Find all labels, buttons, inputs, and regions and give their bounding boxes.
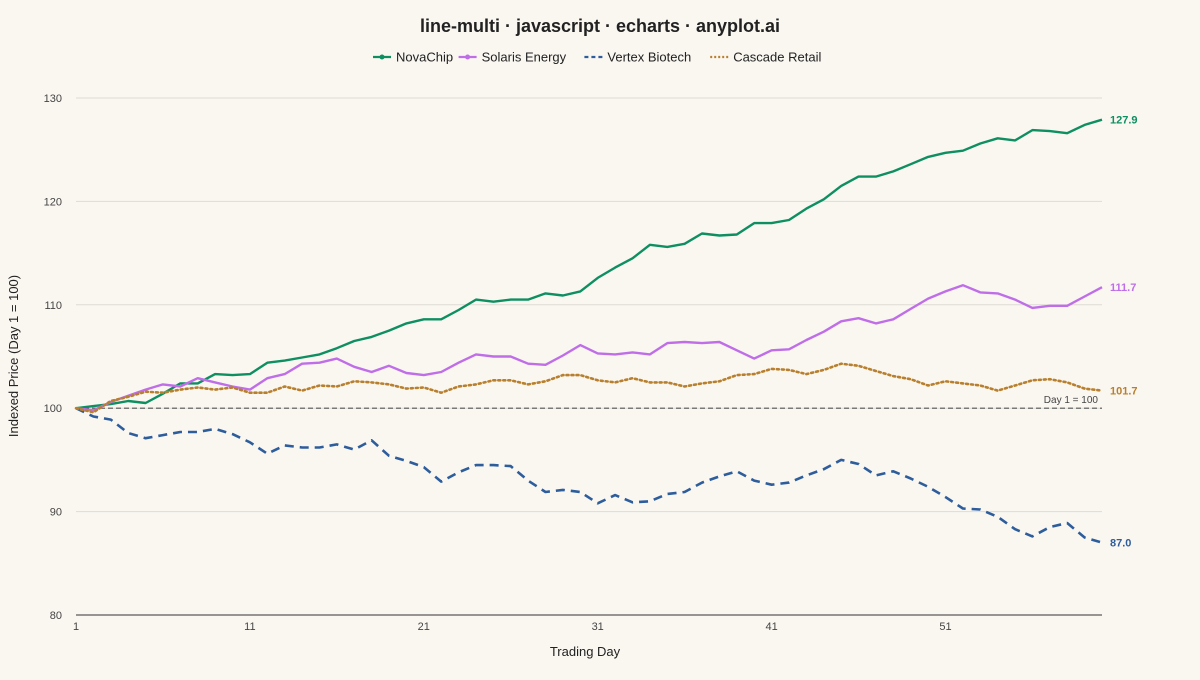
x-tick-label: 31 — [592, 621, 604, 633]
chart-legend[interactable]: NovaChip Solaris Energy Vertex Biotech Casc… — [373, 50, 821, 65]
series-end-label: 87.0 — [1110, 538, 1131, 550]
legend-item[interactable]: Vertex Biotech — [584, 50, 691, 65]
y-tick-label: 120 — [44, 196, 62, 208]
legend-item[interactable]: NovaChip — [373, 50, 453, 65]
y-axis-title: Indexed Price (Day 1 = 100) — [6, 275, 21, 437]
series-lines — [74, 118, 1104, 544]
series-end-label: 101.7 — [1110, 386, 1138, 398]
x-tick-label: 11 — [244, 621, 255, 633]
series-end-labels: 127.9 111.7 87.0 101.7 — [1110, 115, 1138, 550]
legend-label: Vertex Biotech — [607, 50, 691, 65]
baseline-label: Day 1 = 100 — [1044, 395, 1099, 406]
legend-marker — [465, 54, 471, 60]
legend-label: NovaChip — [396, 50, 453, 65]
x-axis-title: Trading Day — [550, 644, 621, 659]
y-tick-label: 100 — [44, 403, 62, 415]
y-tick-label: 130 — [44, 93, 62, 105]
baseline-reference: Day 1 = 100 — [76, 395, 1102, 409]
legend-label: Solaris Energy — [482, 50, 567, 65]
x-tick-label: 21 — [418, 621, 430, 633]
y-tick-label: 110 — [44, 300, 62, 312]
y-tick-label: 80 — [50, 610, 62, 622]
legend-label: Cascade Retail — [733, 50, 821, 65]
series-line — [75, 284, 1103, 412]
legend-marker — [379, 54, 385, 60]
series-end-label: 127.9 — [1110, 115, 1138, 127]
series-line — [75, 407, 1103, 544]
x-axis-ticks: 1 11 21 31 41 51 — [73, 621, 952, 633]
x-tick-label: 1 — [73, 621, 79, 633]
y-tick-label: 90 — [50, 507, 62, 519]
series-line — [74, 362, 1104, 414]
legend-item[interactable]: Solaris Energy — [458, 50, 567, 65]
series-line — [75, 118, 1103, 410]
series-end-label: 111.7 — [1110, 282, 1136, 294]
x-tick-label: 41 — [765, 621, 777, 633]
x-tick-label: 51 — [939, 621, 951, 633]
legend-item[interactable]: Cascade Retail — [710, 50, 821, 65]
y-axis-ticks: 80 90 100 110 120 130 — [44, 93, 62, 622]
chart-title: line-multi · javascript · echarts · anyp… — [420, 16, 780, 36]
